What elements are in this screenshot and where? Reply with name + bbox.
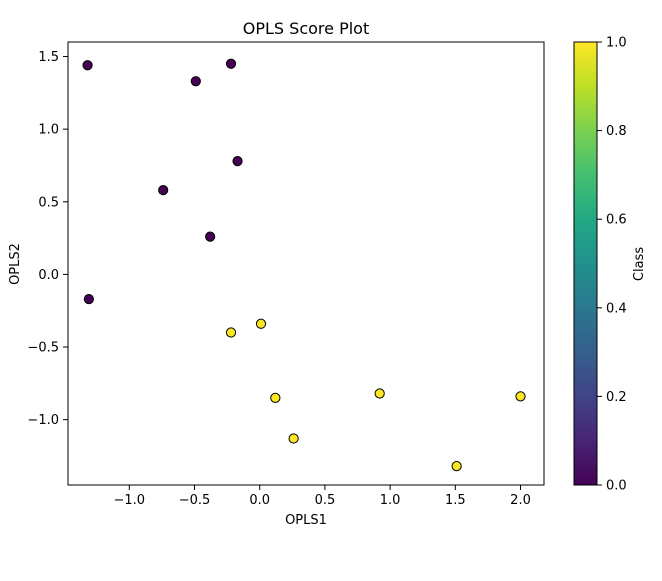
data-point — [83, 293, 94, 305]
colorbar-tick-label: 0.2 — [606, 390, 627, 405]
y-axis-label: OPLS2 — [8, 243, 23, 285]
data-point — [270, 392, 281, 403]
x-tick-label: −0.5 — [179, 493, 211, 508]
x-tick-label: 2.0 — [510, 493, 531, 508]
y-tick-label: 0.5 — [38, 195, 59, 210]
y-tick-label: −1.0 — [27, 413, 59, 428]
x-axis-ticks: −1.0 −0.5 0.0 0.5 1.0 1.5 2.0 — [114, 485, 531, 508]
x-tick-label: 0.5 — [315, 493, 336, 508]
data-point — [232, 156, 243, 167]
x-tick-label: 0.0 — [249, 493, 270, 508]
colorbar-ticks: 0.0 0.2 0.4 0.6 0.8 1.0 — [597, 36, 627, 494]
data-point — [190, 76, 201, 87]
colorbar-tick-label: 0.8 — [606, 124, 627, 139]
colorbar — [573, 41, 598, 486]
y-axis-ticks: 1.5 1.0 0.5 0.0 −0.5 −1.0 — [27, 50, 68, 428]
plot-frame — [67, 41, 545, 486]
data-point — [82, 60, 93, 71]
data-point — [288, 433, 299, 444]
y-tick-label: −0.5 — [27, 341, 59, 356]
data-point — [205, 231, 216, 242]
colorbar-tick-label: 0.0 — [606, 479, 627, 494]
x-tick-label: 1.0 — [380, 493, 401, 508]
colorbar-tick-label: 0.4 — [606, 301, 627, 316]
data-point — [374, 388, 385, 399]
x-axis-label: OPLS1 — [285, 513, 327, 528]
colorbar-tick-label: 1.0 — [606, 36, 627, 51]
y-tick-label: 1.5 — [38, 50, 59, 65]
y-tick-label: 0.0 — [38, 268, 59, 283]
data-point — [225, 58, 237, 69]
colorbar-tick-label: 0.6 — [606, 213, 627, 228]
x-tick-label: −1.0 — [114, 493, 146, 508]
y-tick-label: 1.0 — [38, 123, 59, 138]
data-point — [158, 185, 169, 196]
data-point — [255, 318, 267, 329]
data-point — [451, 461, 462, 472]
data-point — [515, 391, 526, 402]
chart-title: OPLS Score Plot — [243, 19, 369, 38]
scatter-points — [82, 58, 526, 472]
data-point — [225, 327, 237, 338]
colorbar-label: Class — [632, 247, 647, 281]
x-tick-label: 1.5 — [445, 493, 466, 508]
